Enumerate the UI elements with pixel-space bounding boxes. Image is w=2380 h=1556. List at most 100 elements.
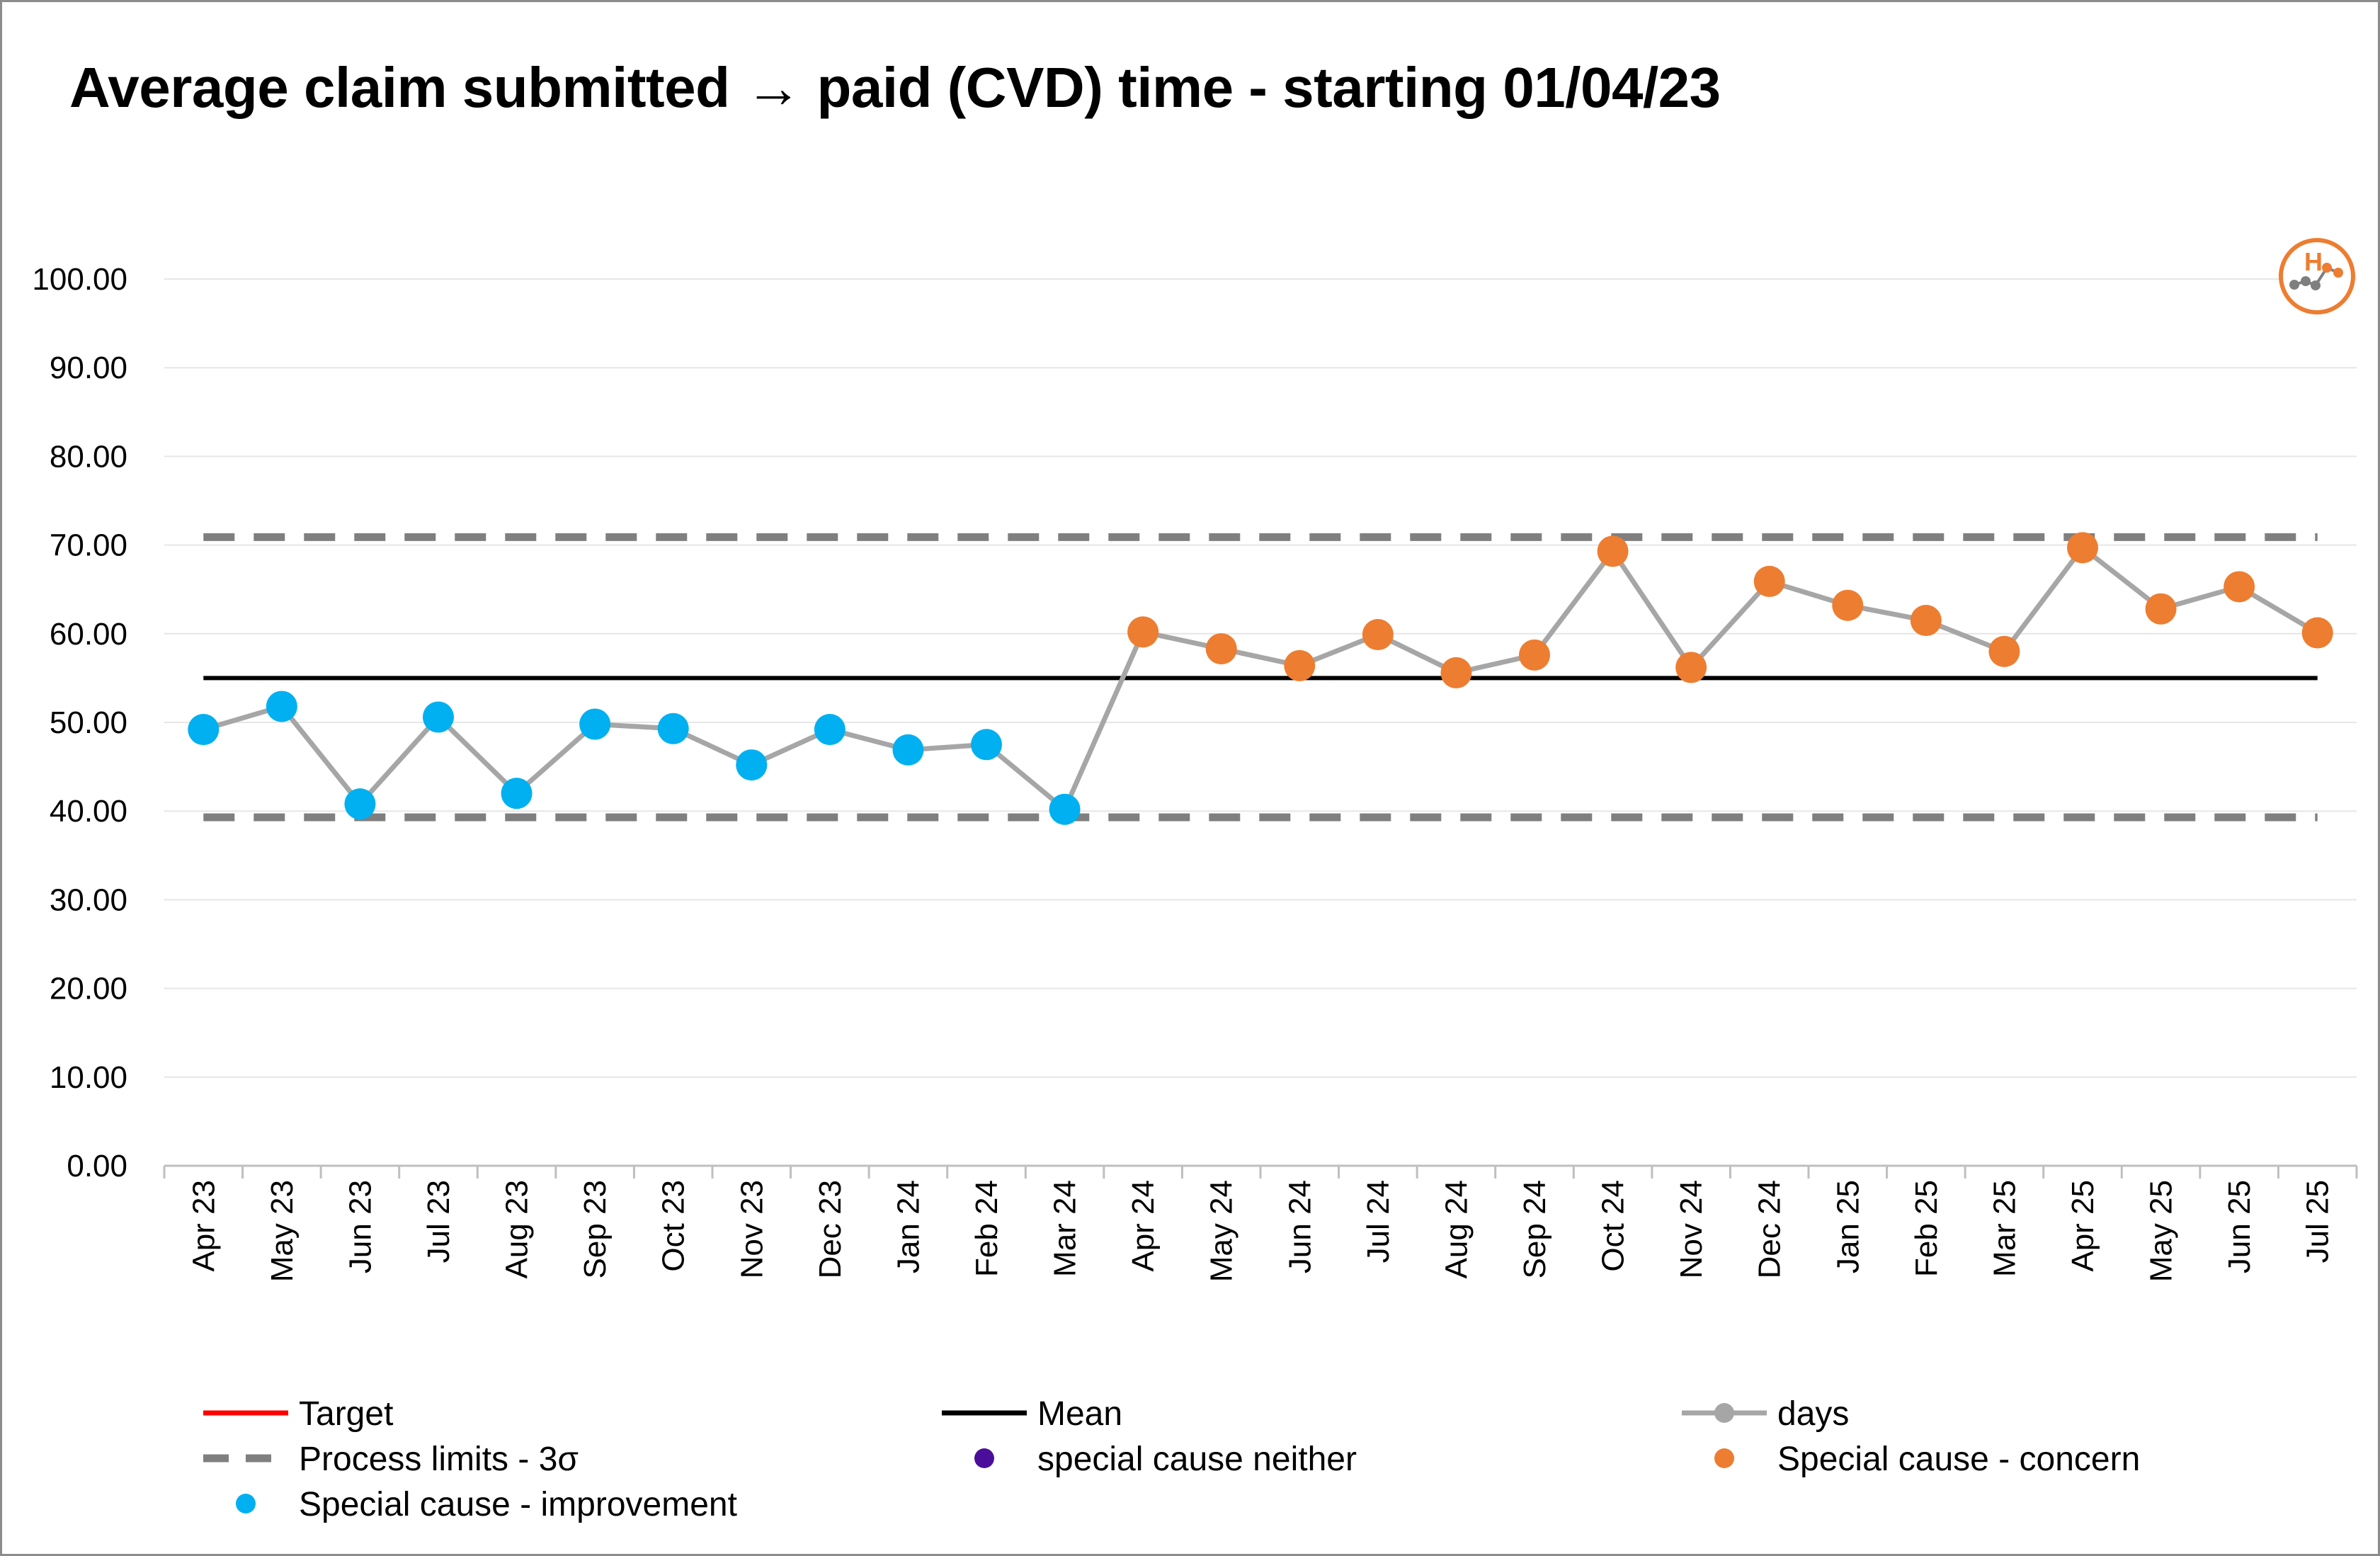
x-tick-label: May 24 (1205, 1180, 1239, 1282)
data-point-improvement (814, 714, 845, 746)
process-limits (203, 533, 2318, 822)
legend-item: Special cause - concern (1714, 1441, 2140, 1478)
x-tick-label: Jul 24 (1361, 1180, 1396, 1263)
x-tick-label: Nov 24 (1674, 1180, 1709, 1278)
legend-item: special cause neither (974, 1441, 1357, 1478)
legend-swatch-marker (1714, 1448, 1734, 1468)
x-tick-label: May 23 (265, 1180, 300, 1282)
gridlines (164, 278, 2357, 1167)
y-axis-ticks: 0.00 10.00 20.00 30.00 40.00 50.00 60.00 70.00 8… (32, 262, 127, 1183)
data-point-concern (1127, 616, 1159, 648)
data-point-concern (1753, 565, 1785, 597)
y-tick-label: 90.00 (50, 351, 127, 385)
data-point-improvement (266, 691, 297, 722)
data-point-concern (1910, 605, 1942, 637)
y-tick-label: 10.00 (50, 1060, 127, 1095)
legend-swatch-marker (974, 1448, 994, 1468)
legend-swatch-marker (236, 1494, 256, 1514)
data-point-concern (1675, 652, 1707, 683)
x-tick-label: Jun 24 (1282, 1180, 1317, 1273)
x-tick-label: Oct 23 (656, 1180, 691, 1272)
data-point-concern (1440, 657, 1472, 688)
data-point-improvement (971, 729, 1002, 761)
legend-label: days (1777, 1395, 1849, 1433)
x-tick-label: Oct 24 (1596, 1180, 1631, 1272)
x-tick-label: Apr 23 (186, 1180, 221, 1272)
x-tick-label: Apr 25 (2066, 1180, 2100, 1272)
x-tick-label: Jan 24 (891, 1180, 926, 1273)
data-point-concern (1284, 649, 1316, 681)
badge-letter: H (2304, 247, 2323, 276)
spc-variation-icon (2289, 263, 2343, 290)
data-point-improvement (344, 788, 376, 820)
x-tick-label: Feb 25 (1909, 1180, 1944, 1277)
data-point-concern (1205, 633, 1237, 665)
x-tick-label: Jul 25 (2301, 1180, 2335, 1263)
legend-item: Mean (942, 1395, 1122, 1433)
legend-item: Target (203, 1395, 393, 1433)
x-axis-ticks: Apr 23 May 23 Jun 23 Jul 23 Aug 23 Sep 23 Oct … (163, 1166, 2358, 1282)
legend-item: Process limits - 3σ (203, 1441, 579, 1478)
x-tick-label: Jun 23 (343, 1180, 377, 1273)
x-tick-label: Dec 24 (1753, 1180, 1787, 1278)
data-point-concern (1832, 589, 1864, 621)
x-tick-label: Jan 25 (1830, 1180, 1865, 1273)
data-point-improvement (501, 778, 533, 810)
data-point-improvement (188, 714, 220, 746)
data-point-improvement (579, 708, 611, 740)
x-tick-label: May 25 (2144, 1180, 2179, 1282)
x-tick-label: Jun 25 (2222, 1180, 2257, 1273)
legend-label: Special cause - improvement (299, 1486, 737, 1523)
data-point-concern (2145, 593, 2177, 625)
days-series (203, 545, 2319, 812)
data-point-concern (2067, 532, 2098, 564)
legend-label: Mean (1037, 1395, 1122, 1433)
y-tick-label: 60.00 (50, 617, 127, 652)
data-point-concern (1519, 639, 1550, 671)
data-point-improvement (892, 734, 924, 766)
badge-ring (2279, 238, 2355, 314)
x-tick-label: Apr 24 (1126, 1180, 1161, 1272)
legend-label: special cause neither (1037, 1441, 1357, 1478)
x-tick-label: Sep 24 (1518, 1180, 1552, 1278)
legend-item: Special cause - improvement (236, 1486, 737, 1523)
legend-label: Target (299, 1395, 393, 1433)
data-point-concern (1597, 535, 1629, 567)
x-tick-label: Dec 23 (813, 1180, 848, 1278)
legend-label: Special cause - concern (1777, 1441, 2140, 1478)
legend-label: Process limits - 3σ (299, 1441, 579, 1478)
legend-swatch-marker (1714, 1403, 1734, 1423)
y-tick-label: 80.00 (50, 439, 127, 474)
x-tick-label: Nov 23 (734, 1180, 769, 1278)
y-tick-label: 50.00 (50, 705, 127, 740)
data-point-concern (1362, 619, 1394, 651)
x-tick-label: Aug 24 (1439, 1180, 1474, 1278)
data-point-concern (2301, 617, 2333, 649)
data-point-improvement (736, 749, 768, 781)
x-tick-label: Mar 24 (1048, 1180, 1083, 1277)
y-tick-label: 0.00 (67, 1149, 127, 1183)
data-points (188, 532, 2333, 825)
legend: Target Mean days Process limits - 3σ special… (203, 1395, 2140, 1523)
y-tick-label: 20.00 (50, 972, 127, 1006)
data-point-improvement (1049, 793, 1081, 825)
y-tick-label: 100.00 (32, 262, 127, 297)
data-point-concern (2224, 571, 2255, 603)
data-point-concern (1988, 635, 2020, 667)
y-tick-label: 40.00 (50, 794, 127, 829)
y-tick-label: 30.00 (50, 882, 127, 917)
x-tick-label: Feb 24 (969, 1180, 1004, 1277)
x-tick-label: Aug 23 (500, 1180, 535, 1278)
x-tick-label: Jul 23 (421, 1180, 456, 1263)
y-tick-label: 70.00 (50, 528, 127, 563)
data-point-improvement (423, 701, 454, 733)
chart-title: Average claim submitted → paid (CVD) tim… (69, 56, 1721, 119)
x-tick-label: Sep 23 (578, 1180, 613, 1278)
x-tick-label: Mar 25 (1987, 1180, 2022, 1277)
variation-badge: H (2279, 238, 2355, 314)
legend-item: days (1682, 1395, 1849, 1433)
days-line (203, 545, 2319, 812)
data-point-improvement (657, 712, 689, 744)
